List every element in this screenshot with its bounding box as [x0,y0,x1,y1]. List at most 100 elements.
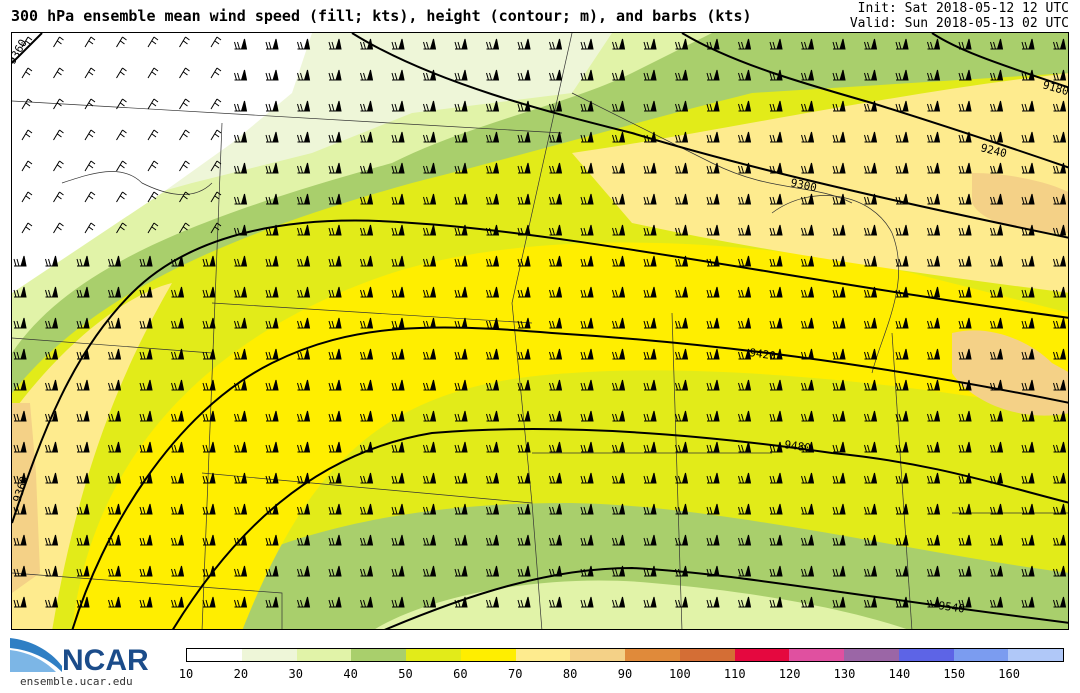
wind-barb [895,348,909,360]
wind-barb [832,38,846,50]
wind-barb [13,503,27,515]
wind-barb [328,348,342,360]
wind-barb [958,565,972,577]
wind-barb [958,131,972,143]
wind-barb [1021,286,1035,298]
wind-barb [391,255,405,267]
wind-barb [706,534,720,546]
wind-barb [517,410,531,422]
wind-barb [265,286,279,298]
wind-barb [643,38,657,50]
wind-barb [675,255,689,267]
wind-barb [486,410,500,422]
wind-barb [45,317,59,329]
wind-barb [801,379,815,391]
wind-barb [423,503,437,515]
wind-barb [84,67,96,79]
wind-barb [454,131,468,143]
wind-barb [423,348,437,360]
wind-barb [864,100,878,112]
wind-barb [738,441,752,453]
wind-barb [864,441,878,453]
wind-barb [108,317,122,329]
wind-barb [360,379,374,391]
wind-barb [832,472,846,484]
wind-barb [234,38,248,50]
wind-barb [179,36,190,48]
wind-barb [202,503,216,515]
wind-barb [1053,472,1067,484]
wind-barb [927,317,941,329]
wind-barb [454,162,468,174]
wind-barb [147,191,159,203]
wind-barb [139,286,153,298]
wind-barb [1053,100,1067,112]
wind-barb [423,193,437,205]
wind-barb [297,472,311,484]
wind-barb [612,596,626,608]
wind-barb [864,224,878,236]
wind-barb [45,286,59,298]
colorbar-tick-label: 50 [398,667,413,681]
wind-barb [580,100,594,112]
wind-barb [1053,224,1067,236]
wind-barb [801,596,815,608]
wind-barb [706,565,720,577]
wind-barb [147,67,159,79]
wind-barb [643,100,657,112]
wind-barb [53,67,64,79]
wind-barb [116,222,127,234]
colorbar-tick-label: 20 [233,667,249,681]
wind-barb [990,472,1004,484]
wind-barb [234,472,248,484]
wind-barb [706,317,720,329]
wind-barb [580,472,594,484]
wind-barb [76,441,90,453]
wind-barb [360,534,374,546]
wind-barb [202,596,216,608]
wind-barb [265,69,279,81]
wind-barb [580,348,594,360]
wind-barb [801,503,815,515]
wind-barb [1021,503,1035,515]
colorbar-tick-label: 90 [617,667,633,681]
wind-barb [202,286,216,298]
wind-barb [13,472,27,484]
wind-barb [643,348,657,360]
colorbar-swatch [679,649,735,661]
wind-barb [234,534,248,546]
wind-barb [486,38,500,50]
wind-barb [13,317,27,329]
colorbar-tick-label: 80 [562,667,578,681]
wind-barb [423,596,437,608]
wind-barb [706,38,720,50]
border-line [891,332,913,629]
contour-line [12,33,43,64]
border-line [201,122,223,629]
wind-barb [171,348,185,360]
wind-barb [832,286,846,298]
wind-barb [1021,38,1035,50]
wind-barb [643,565,657,577]
wind-barb [864,472,878,484]
wind-barb [328,596,342,608]
wind-barb [517,317,531,329]
wind-barb [738,596,752,608]
wind-barb [179,129,190,141]
wind-barb [612,131,626,143]
wind-barb [706,503,720,515]
wind-barb [297,38,311,50]
wind-barb [927,596,941,608]
colorbar-swatch [898,649,954,661]
wind-barb [517,224,531,236]
wind-barb [990,596,1004,608]
colorbar-tick-label: 120 [778,667,801,681]
wind-barb [147,98,159,110]
wind-barb [297,317,311,329]
border-line [671,312,683,629]
wind-barb [423,472,437,484]
wind-barb [832,534,846,546]
wind-barb [1021,224,1035,236]
wind-barb [1053,565,1067,577]
wind-barb [738,503,752,515]
